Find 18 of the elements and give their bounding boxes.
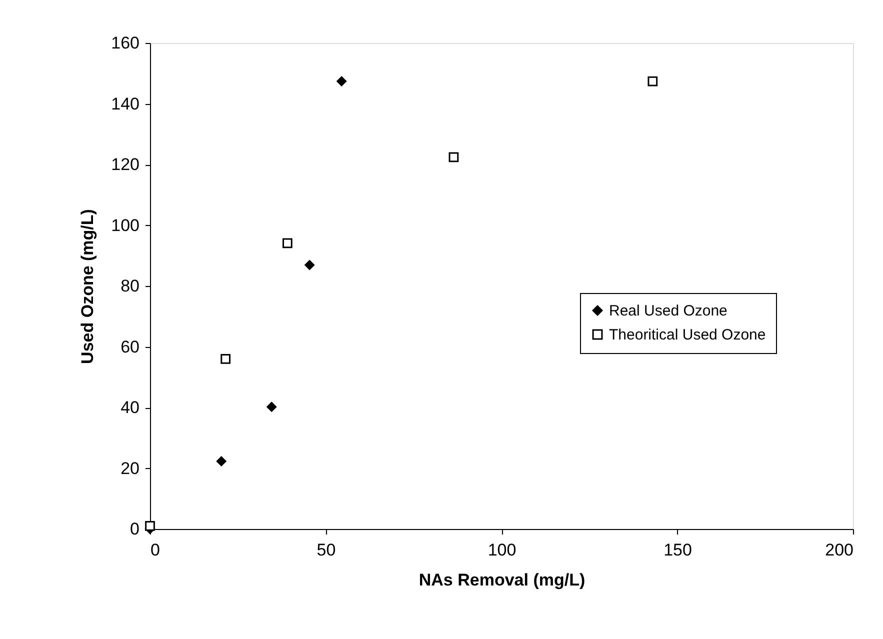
y-tick-label: 80: [120, 276, 140, 296]
y-tick-label: 140: [111, 94, 140, 114]
legend-label: Theoritical Used Ozone: [609, 326, 766, 344]
y-tick-label: 40: [120, 398, 140, 417]
y-tick-label: 20: [120, 458, 140, 478]
x-tick-label: 150: [664, 540, 692, 560]
x-tick-label: 200: [825, 540, 854, 560]
x-axis-title: NAs Removal (mg/L): [418, 570, 586, 590]
y-axis-title: Used Ozone (mg/L): [78, 209, 98, 364]
y-tick-label: 60: [120, 337, 140, 356]
y-tick-label: 0: [130, 520, 140, 538]
x-tick-label: 50: [316, 540, 336, 560]
x-tick-label: 0: [150, 540, 160, 560]
x-tick-label: 100: [488, 540, 516, 560]
legend-label: Real Used Ozone: [609, 302, 728, 320]
y-tick-label: 120: [111, 155, 140, 174]
y-tick-label: 100: [111, 216, 140, 235]
y-tick-label: 160: [111, 34, 140, 52]
